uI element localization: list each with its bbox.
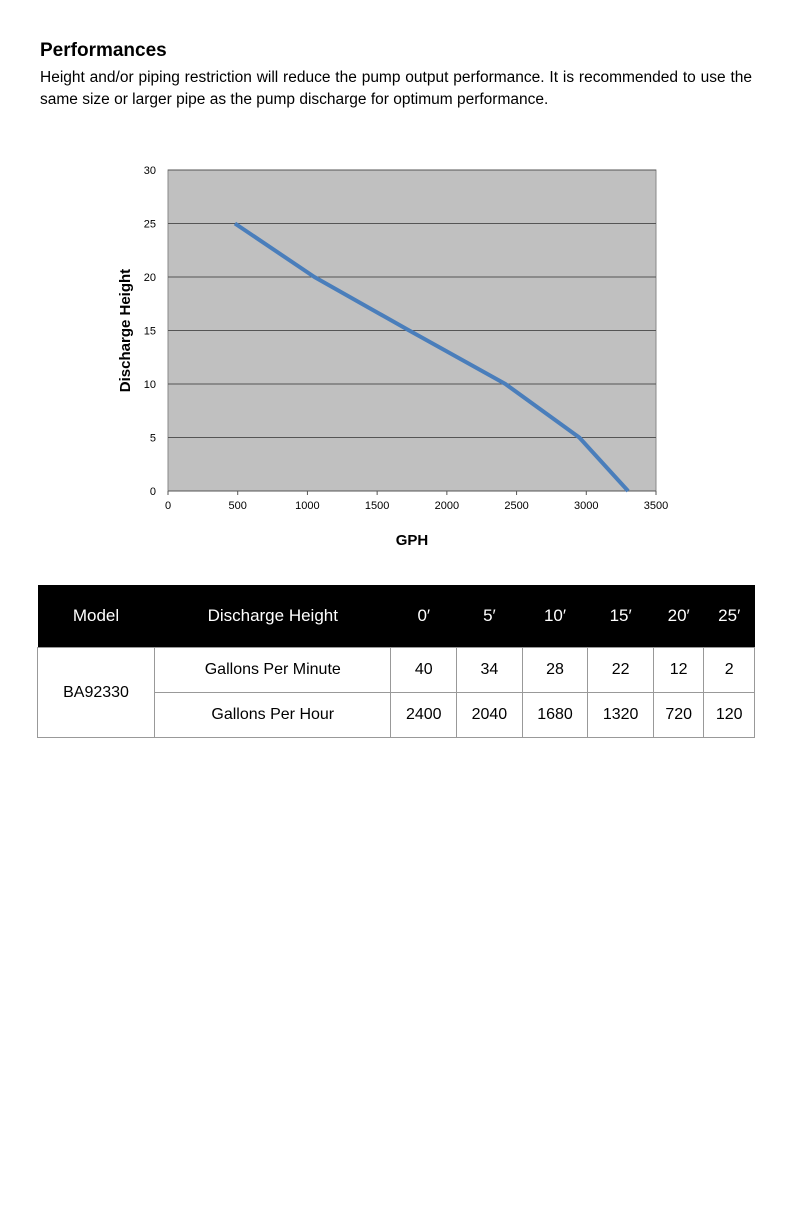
heading: Performances [40, 40, 167, 61]
data-cell: 22 [587, 647, 654, 693]
x-tick-label: 2000 [435, 500, 459, 512]
y-tick-label: 15 [144, 326, 156, 338]
data-row: Gallons Per Hour 2400 2040 1680 1320 720 120 [38, 692, 755, 738]
data-row: BA92330 Gallons Per Minute 40 34 28 22 12 2 [36, 647, 755, 738]
header-row: Model Discharge Height 0′ 5′ 10′ 15′ 20′ 25′ [37, 585, 755, 648]
spec-table: Model Discharge Height 0′ 5′ 10′ 15′ 20′ 25′ BA9… [36, 585, 755, 738]
x-tick-label: 2500 [504, 500, 528, 512]
data-cell: 720 [652, 692, 705, 738]
x-tick-label: 1500 [365, 500, 389, 512]
header-cell: Model [37, 585, 155, 648]
x-tick-label: 0 [165, 500, 171, 512]
header-cell: 5′ [456, 585, 523, 648]
model-cell: BA92330 [36, 647, 156, 738]
data-line [233, 221, 630, 493]
header-cell: 20′ [653, 585, 704, 648]
data-cell: Gallons Per Hour [154, 692, 392, 738]
data-cell: 2400 [390, 692, 458, 738]
data-cell: 34 [456, 647, 523, 693]
header-cell: 10′ [522, 585, 588, 648]
x-tick-label: 3000 [574, 500, 598, 512]
x-axis-label: GPH [396, 532, 429, 549]
x-tick-label: 1000 [295, 500, 319, 512]
data-cell: 2040 [456, 692, 523, 738]
header-cell: Discharge Height [154, 585, 391, 648]
chart: 0 5 10 15 20 25 30 0 500 1000 1500 2000 2500 3000 3500… [117, 165, 668, 549]
data-cell: 1320 [587, 692, 654, 738]
data-cell: 120 [703, 692, 755, 738]
y-tick-label: 0 [150, 486, 156, 498]
paragraph: Height and/or piping restriction will re… [40, 69, 752, 108]
x-tick-label: 500 [229, 500, 247, 512]
data-cell: 1680 [521, 692, 589, 738]
header-cell: 0′ [390, 585, 457, 648]
header-cell: 15′ [587, 585, 654, 648]
y-axis-label: Discharge Height [117, 269, 134, 392]
y-tick-label: 20 [144, 272, 156, 284]
data-cell: 40 [390, 647, 458, 693]
y-tick-label: 10 [144, 379, 156, 391]
data-cell: 28 [521, 647, 589, 693]
x-tick-label: 3500 [644, 500, 668, 512]
header-cell: 25′ [703, 585, 755, 648]
data-cell: Gallons Per Minute [154, 647, 392, 693]
y-tick-label: 25 [144, 219, 156, 231]
data-cell: 2 [703, 647, 755, 693]
y-tick-label: 30 [144, 165, 156, 177]
data-cell: 12 [652, 647, 705, 693]
y-tick-label: 5 [150, 433, 156, 445]
